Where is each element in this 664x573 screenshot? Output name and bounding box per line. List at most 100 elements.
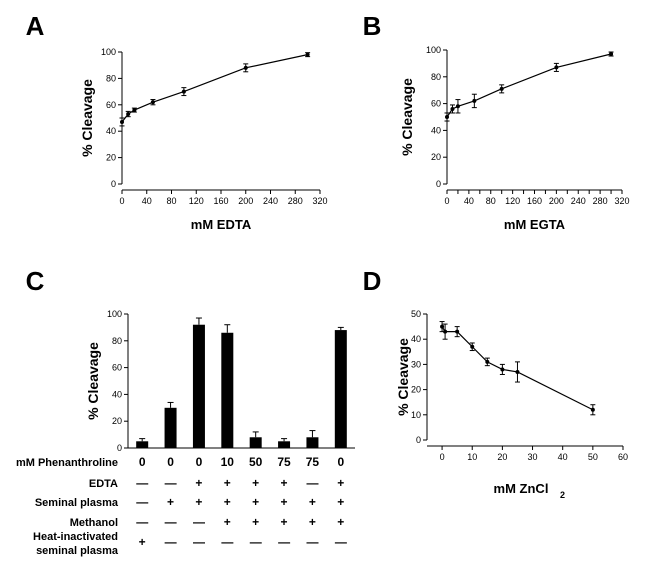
panel-letter-a: A: [26, 11, 45, 41]
data-point: [500, 367, 505, 372]
x-tick-label: 280: [288, 196, 303, 206]
data-point: [443, 329, 448, 334]
condition-cell: 50: [249, 455, 263, 469]
bar: [278, 441, 291, 448]
y-tick-label: 20: [106, 153, 116, 163]
y-tick-label: 40: [106, 126, 116, 136]
condition-cell: —: [165, 535, 177, 549]
y-tick-label: 40: [112, 389, 122, 399]
condition-cell: 0: [196, 455, 203, 469]
data-point: [609, 52, 614, 57]
y-tick-label: 0: [111, 179, 116, 189]
condition-cell: —: [306, 476, 318, 490]
y-tick-label: 60: [106, 100, 116, 110]
x-tick-label: 120: [189, 196, 204, 206]
data-point: [450, 106, 455, 111]
x-tick-label: 160: [527, 196, 542, 206]
condition-cell: +: [309, 515, 316, 529]
data-point: [455, 329, 460, 334]
condition-cell: —: [193, 515, 205, 529]
y-tick-label: 20: [411, 385, 421, 395]
x-tick-label: 320: [614, 196, 629, 206]
bar: [334, 330, 347, 448]
data-point: [181, 89, 186, 94]
x-tick-label: 240: [571, 196, 586, 206]
condition-row-label: Methanol: [70, 517, 118, 529]
condition-row-label: seminal plasma: [36, 545, 119, 557]
y-axis-label: % Cleavage: [399, 78, 415, 156]
y-axis-label: % Cleavage: [85, 342, 101, 420]
condition-cell: +: [252, 515, 259, 529]
data-point: [485, 359, 490, 364]
x-tick-label: 60: [618, 452, 628, 462]
x-tick-label: 80: [486, 196, 496, 206]
panel-b: B 0 20 40 60 80 100 % Cleavage 0 40 80 120 160 200 240…: [363, 11, 630, 232]
condition-cell: +: [281, 476, 288, 490]
x-tick-label: 200: [549, 196, 564, 206]
y-tick-label: 50: [411, 309, 421, 319]
series-line: [121, 54, 308, 123]
x-tick-label: 280: [593, 196, 608, 206]
condition-cell: +: [195, 476, 202, 490]
bar: [164, 407, 177, 448]
condition-cell: —: [335, 535, 347, 549]
data-point: [126, 112, 131, 117]
condition-cell: +: [167, 495, 174, 509]
data-point: [470, 344, 475, 349]
condition-cell: —: [136, 495, 148, 509]
x-axis-label: mM ZnCl: [494, 481, 549, 496]
data-point: [499, 86, 504, 91]
y-tick-label: 40: [411, 334, 421, 344]
y-tick-label: 60: [431, 99, 441, 109]
x-tick-label: 40: [558, 452, 568, 462]
condition-row-label: mM Phenanthroline: [16, 457, 118, 469]
y-tick-label: 10: [411, 410, 421, 420]
data-point: [305, 52, 310, 57]
x-axis-label-subscript: 2: [560, 490, 565, 500]
x-tick-label: 0: [440, 452, 445, 462]
x-tick-label: 40: [464, 196, 474, 206]
condition-cell: —: [165, 515, 177, 529]
y-axis-label: % Cleavage: [395, 338, 411, 416]
panel-letter-b: B: [363, 11, 382, 41]
condition-cell: —: [165, 476, 177, 490]
condition-cell: —: [306, 535, 318, 549]
y-tick-label: 0: [416, 435, 421, 445]
condition-cell: 10: [221, 455, 235, 469]
x-tick-label: 240: [263, 196, 278, 206]
condition-cell: 75: [306, 455, 320, 469]
y-tick-label: 0: [117, 443, 122, 453]
condition-cell: —: [193, 535, 205, 549]
data-point: [515, 369, 520, 374]
y-tick-label: 0: [436, 179, 441, 189]
condition-cell: +: [224, 495, 231, 509]
data-point: [243, 65, 248, 70]
condition-cell: +: [337, 476, 344, 490]
condition-cell: —: [136, 476, 148, 490]
y-tick-label: 80: [106, 73, 116, 83]
condition-cell: +: [224, 476, 231, 490]
data-point: [120, 119, 124, 124]
data-point: [445, 115, 449, 119]
condition-row-label: Heat-inactivated: [33, 531, 118, 543]
x-tick-label: 10: [467, 452, 477, 462]
condition-cell: —: [278, 535, 290, 549]
data-point: [150, 100, 155, 105]
condition-cell: +: [281, 495, 288, 509]
x-tick-label: 0: [444, 196, 449, 206]
condition-cell: +: [309, 495, 316, 509]
y-tick-label: 40: [431, 125, 441, 135]
condition-cell: —: [221, 535, 233, 549]
x-tick-label: 200: [238, 196, 253, 206]
x-tick-label: 80: [166, 196, 176, 206]
condition-cell: 75: [277, 455, 291, 469]
y-tick-label: 80: [431, 72, 441, 82]
y-tick-label: 30: [411, 359, 421, 369]
y-axis-label: % Cleavage: [79, 79, 95, 157]
y-tick-label: 20: [112, 416, 122, 426]
x-tick-label: 0: [119, 196, 124, 206]
x-axis-label: mM EDTA: [191, 217, 252, 232]
bar: [306, 437, 319, 448]
